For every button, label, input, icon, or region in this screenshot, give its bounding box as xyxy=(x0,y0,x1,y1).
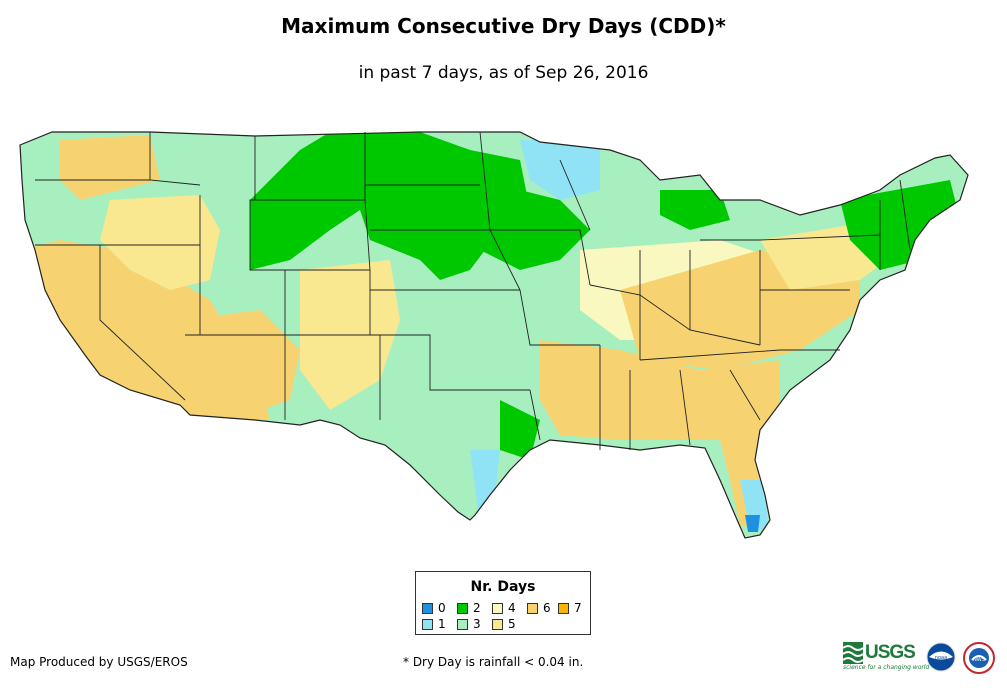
legend-label-1: 1 xyxy=(438,617,446,631)
zone-2-days-upper-midwest xyxy=(480,180,590,270)
map-title: Maximum Consecutive Dry Days (CDD)* xyxy=(281,14,726,38)
legend-label-7: 7 xyxy=(574,601,582,615)
usgs-wave-icon xyxy=(843,642,863,664)
legend-swatch-7 xyxy=(558,603,569,614)
legend-item-0: 0 xyxy=(422,601,446,615)
map-subtitle: in past 7 days, as of Sep 26, 2016 xyxy=(358,63,649,83)
legend-label-0: 0 xyxy=(438,601,446,615)
legend-swatch-0 xyxy=(422,603,433,614)
nws-logo-text: NWS xyxy=(973,657,985,663)
zone-2-days-great-lakes xyxy=(660,190,730,230)
legend-item-2: 2 xyxy=(457,601,481,615)
legend-swatch-2 xyxy=(457,603,468,614)
legend-swatch-3 xyxy=(457,619,468,630)
legend-item-4: 4 xyxy=(492,601,516,615)
usgs-logo: USGS science for a changing world xyxy=(843,642,929,672)
usgs-tagline: science for a changing world xyxy=(843,664,930,671)
usgs-wordmark: USGS xyxy=(865,642,916,663)
us-map-svg xyxy=(19,131,969,539)
us-cdd-map xyxy=(0,120,1007,550)
zone-6-days-northwest xyxy=(60,135,160,200)
noaa-logo-text: noaa xyxy=(935,655,947,661)
zone-2-days-gulf-coast xyxy=(500,400,540,460)
dry-day-footnote: * Dry Day is rainfall < 0.04 in. xyxy=(403,655,584,669)
legend-label-4: 4 xyxy=(508,601,516,615)
legend-swatch-5 xyxy=(492,619,503,630)
nws-logo-icon: NWS xyxy=(963,642,995,674)
noaa-logo-icon: noaa xyxy=(926,642,956,672)
us-outline xyxy=(19,131,969,539)
zone-5-days-great-basin xyxy=(100,195,220,290)
legend-swatch-1 xyxy=(422,619,433,630)
legend-label-6: 6 xyxy=(543,601,551,615)
zone-1-day-florida xyxy=(740,480,768,530)
zone-0-days-south-florida xyxy=(745,515,760,532)
legend-item-1: 1 xyxy=(422,617,446,631)
legend-item-5: 5 xyxy=(492,617,516,631)
legend-label-3: 3 xyxy=(473,617,481,631)
legend-swatch-4 xyxy=(492,603,503,614)
legend-label-2: 2 xyxy=(473,601,481,615)
zone-2-days-northern-plains xyxy=(250,132,530,280)
legend-title: Nr. Days xyxy=(470,579,536,595)
legend-label-5: 5 xyxy=(508,617,516,631)
zone-1-day-minnesota xyxy=(520,140,600,200)
producer-credit: Map Produced by USGS/EROS xyxy=(10,655,188,669)
legend-item-3: 3 xyxy=(457,617,481,631)
state-borders xyxy=(35,131,911,450)
legend-item-7: 7 xyxy=(558,601,582,615)
legend-swatch-6 xyxy=(527,603,538,614)
zone-6-days-southwest xyxy=(185,310,300,420)
legend-item-6: 6 xyxy=(527,601,551,615)
legend: Nr. Days 0 1 2 3 4 5 6 7 xyxy=(415,571,591,635)
